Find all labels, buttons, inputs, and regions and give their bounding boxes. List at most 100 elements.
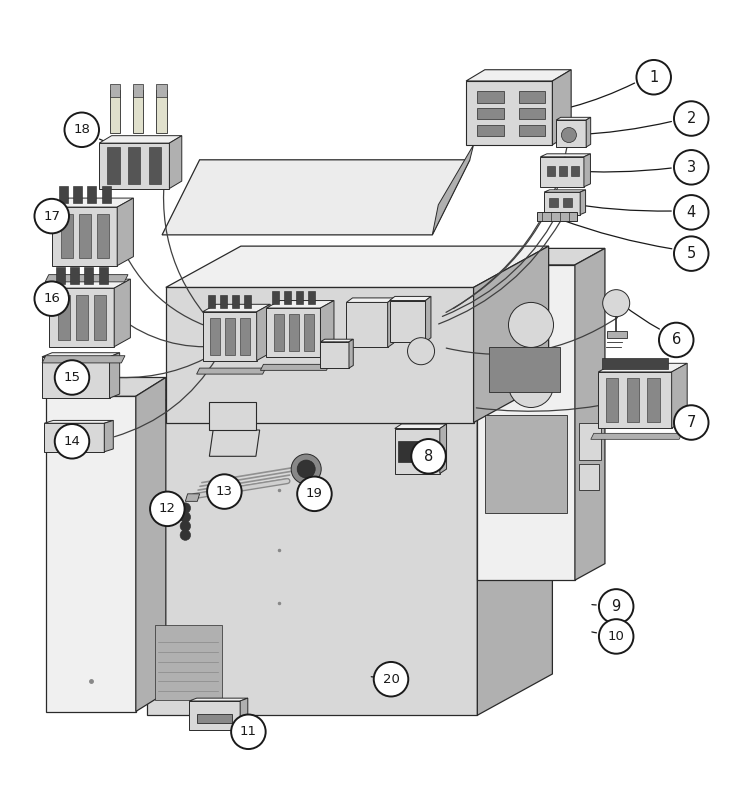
Polygon shape [572, 166, 579, 176]
Polygon shape [398, 442, 431, 462]
Text: 14: 14 [64, 434, 80, 448]
Circle shape [562, 127, 577, 142]
Polygon shape [197, 714, 232, 722]
Polygon shape [395, 424, 447, 429]
Circle shape [56, 365, 70, 378]
Polygon shape [547, 166, 555, 176]
Polygon shape [196, 368, 265, 374]
Polygon shape [485, 415, 568, 513]
Polygon shape [553, 70, 572, 145]
Circle shape [659, 322, 693, 358]
Circle shape [408, 338, 435, 365]
Polygon shape [50, 279, 130, 288]
Polygon shape [59, 186, 68, 202]
Polygon shape [320, 301, 334, 357]
Polygon shape [544, 192, 580, 214]
Polygon shape [155, 625, 222, 700]
Polygon shape [579, 422, 601, 460]
Polygon shape [169, 136, 182, 189]
Polygon shape [97, 214, 109, 258]
Text: 12: 12 [159, 502, 176, 515]
Polygon shape [166, 246, 549, 287]
Circle shape [508, 302, 553, 347]
Polygon shape [45, 274, 128, 282]
Polygon shape [105, 421, 114, 452]
Polygon shape [70, 267, 79, 284]
Polygon shape [202, 304, 270, 312]
Polygon shape [347, 302, 387, 347]
Polygon shape [73, 186, 82, 202]
Circle shape [55, 360, 89, 394]
Polygon shape [541, 157, 584, 187]
Polygon shape [289, 314, 299, 351]
Text: 1: 1 [649, 70, 658, 85]
Polygon shape [209, 402, 256, 430]
Text: 19: 19 [306, 487, 323, 500]
Polygon shape [440, 424, 447, 474]
Text: 15: 15 [63, 371, 80, 384]
Polygon shape [599, 363, 687, 372]
Polygon shape [77, 295, 88, 339]
Polygon shape [210, 318, 220, 354]
Circle shape [35, 282, 69, 316]
Circle shape [602, 290, 629, 317]
Circle shape [180, 503, 190, 514]
Polygon shape [147, 358, 553, 400]
Text: 5: 5 [687, 246, 696, 261]
Polygon shape [84, 267, 93, 284]
Polygon shape [42, 356, 125, 363]
Polygon shape [556, 118, 590, 120]
Polygon shape [395, 429, 440, 474]
Polygon shape [466, 81, 553, 145]
Polygon shape [117, 198, 133, 266]
Polygon shape [489, 347, 560, 393]
Polygon shape [114, 279, 130, 346]
Polygon shape [580, 190, 586, 214]
Circle shape [207, 474, 241, 509]
Text: 8: 8 [424, 449, 433, 464]
Circle shape [674, 150, 708, 185]
Polygon shape [550, 198, 559, 207]
Polygon shape [136, 378, 166, 711]
Text: 2: 2 [687, 111, 696, 126]
Polygon shape [59, 295, 70, 339]
Polygon shape [42, 357, 110, 398]
Polygon shape [271, 290, 279, 304]
Polygon shape [244, 294, 251, 308]
Text: 13: 13 [216, 485, 233, 498]
Circle shape [599, 619, 633, 654]
Text: 17: 17 [43, 210, 60, 222]
Polygon shape [166, 287, 474, 422]
Polygon shape [478, 108, 504, 119]
Polygon shape [156, 84, 166, 98]
Polygon shape [156, 90, 166, 133]
Polygon shape [46, 378, 166, 396]
Circle shape [180, 521, 190, 531]
Polygon shape [308, 290, 315, 304]
Polygon shape [99, 136, 182, 143]
Circle shape [297, 460, 315, 478]
Polygon shape [44, 423, 105, 452]
Polygon shape [208, 294, 215, 308]
Polygon shape [99, 143, 169, 189]
Text: 4: 4 [687, 205, 696, 220]
Polygon shape [110, 353, 120, 398]
Polygon shape [544, 190, 586, 192]
Polygon shape [584, 154, 590, 187]
Polygon shape [274, 314, 284, 351]
Polygon shape [102, 186, 111, 202]
Circle shape [508, 362, 553, 407]
Polygon shape [466, 70, 572, 81]
Polygon shape [519, 91, 545, 102]
Polygon shape [541, 154, 590, 157]
Polygon shape [256, 304, 270, 361]
Polygon shape [209, 430, 259, 456]
Circle shape [636, 60, 671, 94]
Polygon shape [162, 160, 470, 235]
Polygon shape [478, 91, 504, 102]
Polygon shape [390, 297, 431, 301]
Polygon shape [579, 464, 599, 490]
Polygon shape [128, 147, 141, 184]
Polygon shape [99, 267, 108, 284]
Polygon shape [87, 186, 96, 202]
